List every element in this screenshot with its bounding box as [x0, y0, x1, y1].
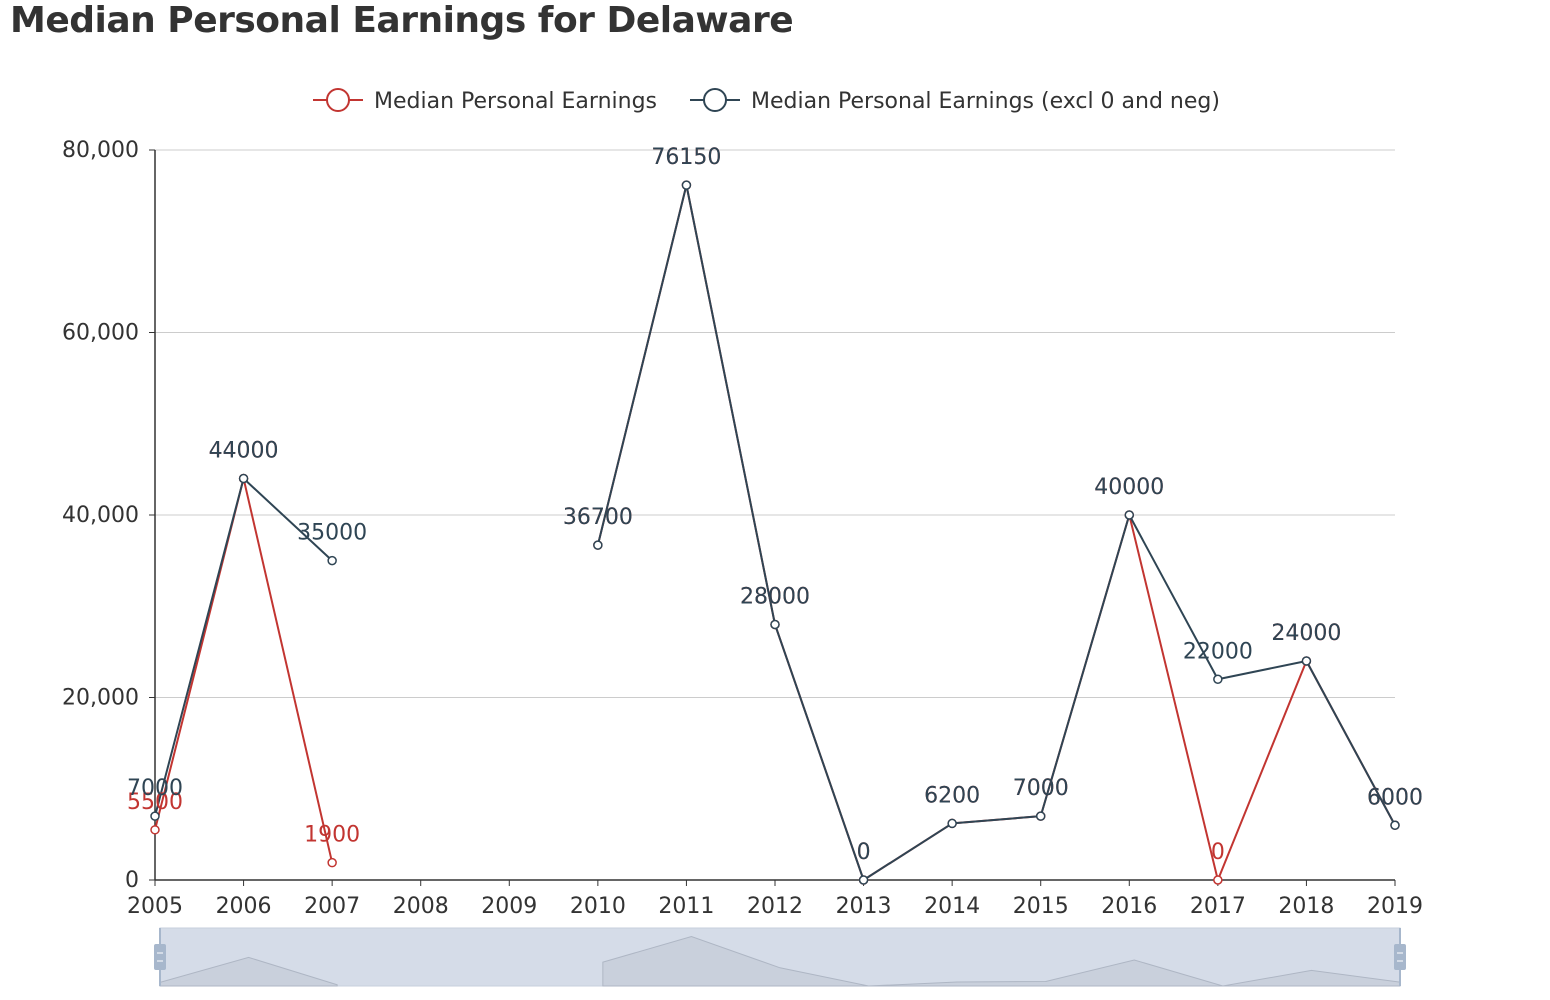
legend-label: Median Personal Earnings (excl 0 and neg…	[751, 89, 1220, 114]
data-label: 35000	[297, 521, 367, 546]
x-tick-label: 2005	[127, 894, 183, 919]
data-point[interactable]	[1390, 820, 1400, 830]
series-line	[596, 184, 1396, 881]
data-point[interactable]	[150, 825, 160, 835]
y-tick-label: 0	[125, 868, 139, 893]
data-label: 0	[857, 840, 871, 865]
legend-marker-icon	[326, 88, 350, 112]
x-tick-label: 2012	[747, 894, 803, 919]
x-tick-label: 2017	[1190, 894, 1246, 919]
axes: 0 20,000 40,000 60,000 80,000 2005 2006 2007 200…	[62, 138, 1423, 919]
data-label: 1900	[304, 823, 360, 848]
legend-label: Median Personal Earnings	[374, 89, 657, 114]
data-point[interactable]	[238, 473, 249, 484]
chart-title: Median Personal Earnings for Delaware	[10, 0, 794, 41]
x-tick-label: 2019	[1367, 894, 1423, 919]
data-label: 22000	[1183, 639, 1253, 664]
data-zoom-slider[interactable]	[154, 927, 1406, 987]
data-label: 24000	[1271, 621, 1341, 646]
x-tick-label: 2014	[924, 894, 980, 919]
data-label: 6000	[1367, 785, 1423, 810]
data-point[interactable]	[327, 555, 337, 566]
x-tick-label: 2018	[1278, 894, 1334, 919]
data-label: 44000	[209, 439, 279, 464]
legend-marker-icon	[703, 88, 727, 112]
data-point[interactable]	[1035, 811, 1046, 821]
data-label: 24000	[1271, 621, 1341, 646]
data-point[interactable]	[1213, 875, 1223, 885]
x-tick-label: 2015	[1013, 894, 1069, 919]
x-tick-label: 2007	[304, 894, 360, 919]
data-label: 28000	[740, 585, 810, 610]
y-tick-label: 60,000	[62, 321, 139, 346]
x-tick-label: 2008	[393, 894, 449, 919]
data-label: 28000	[740, 585, 810, 610]
data-point[interactable]	[770, 619, 780, 630]
data-label: 0	[857, 840, 871, 865]
data-point[interactable]	[1124, 510, 1135, 520]
data-point[interactable]	[150, 811, 160, 821]
x-tick-label: 2011	[658, 894, 714, 919]
data-label: 5500	[127, 790, 183, 815]
x-tick-label: 2006	[216, 894, 272, 919]
y-tick-label: 80,000	[62, 138, 139, 163]
data-point[interactable]	[1213, 674, 1223, 684]
data-point[interactable]	[327, 857, 337, 868]
data-labels: 5500 44000 1900 36700 76150 28000 0 6200 7000 400…	[127, 145, 1423, 865]
data-point[interactable]	[858, 875, 869, 885]
data-label: 36700	[563, 505, 633, 530]
zoom-handle-grip[interactable]	[1394, 944, 1406, 970]
data-point[interactable]	[681, 180, 692, 190]
legend-item-1[interactable]: Median Personal Earnings	[313, 88, 657, 114]
x-tick-label: 2009	[481, 894, 537, 919]
data-label: 40000	[1094, 475, 1164, 500]
data-point[interactable]	[947, 818, 957, 829]
zoom-handle-right[interactable]	[1394, 928, 1406, 986]
series-2	[150, 180, 1400, 885]
data-label: 76150	[651, 145, 721, 170]
zoom-handle-left[interactable]	[154, 928, 166, 986]
x-tick-label: 2016	[1101, 894, 1157, 919]
data-point[interactable]	[1301, 656, 1312, 666]
data-label: 7000	[1013, 776, 1069, 801]
x-tick-label: 2010	[570, 894, 626, 919]
y-tick-label: 20,000	[62, 686, 139, 711]
legend-item-2[interactable]: Median Personal Earnings (excl 0 and neg…	[690, 88, 1220, 114]
zoom-handle-grip[interactable]	[154, 944, 166, 970]
data-label: 44000	[209, 439, 279, 464]
data-label: 0	[1211, 840, 1225, 865]
data-label: 36700	[563, 505, 633, 530]
data-label: 6000	[1367, 785, 1423, 810]
y-tick-label: 40,000	[62, 503, 139, 528]
legend[interactable]: Median Personal Earnings Median Personal …	[313, 88, 1220, 114]
series-line	[596, 184, 1396, 881]
data-label: 7000	[127, 776, 183, 801]
grid-lines	[155, 149, 1395, 698]
data-point[interactable]	[593, 540, 603, 550]
data-label: 7000	[1013, 776, 1069, 801]
data-label: 76150	[651, 145, 721, 170]
data-label: 40000	[1094, 475, 1164, 500]
series-layer	[150, 180, 1400, 885]
data-label: 6200	[924, 783, 980, 808]
x-tick-label: 2013	[836, 894, 892, 919]
data-label: 6200	[924, 783, 980, 808]
